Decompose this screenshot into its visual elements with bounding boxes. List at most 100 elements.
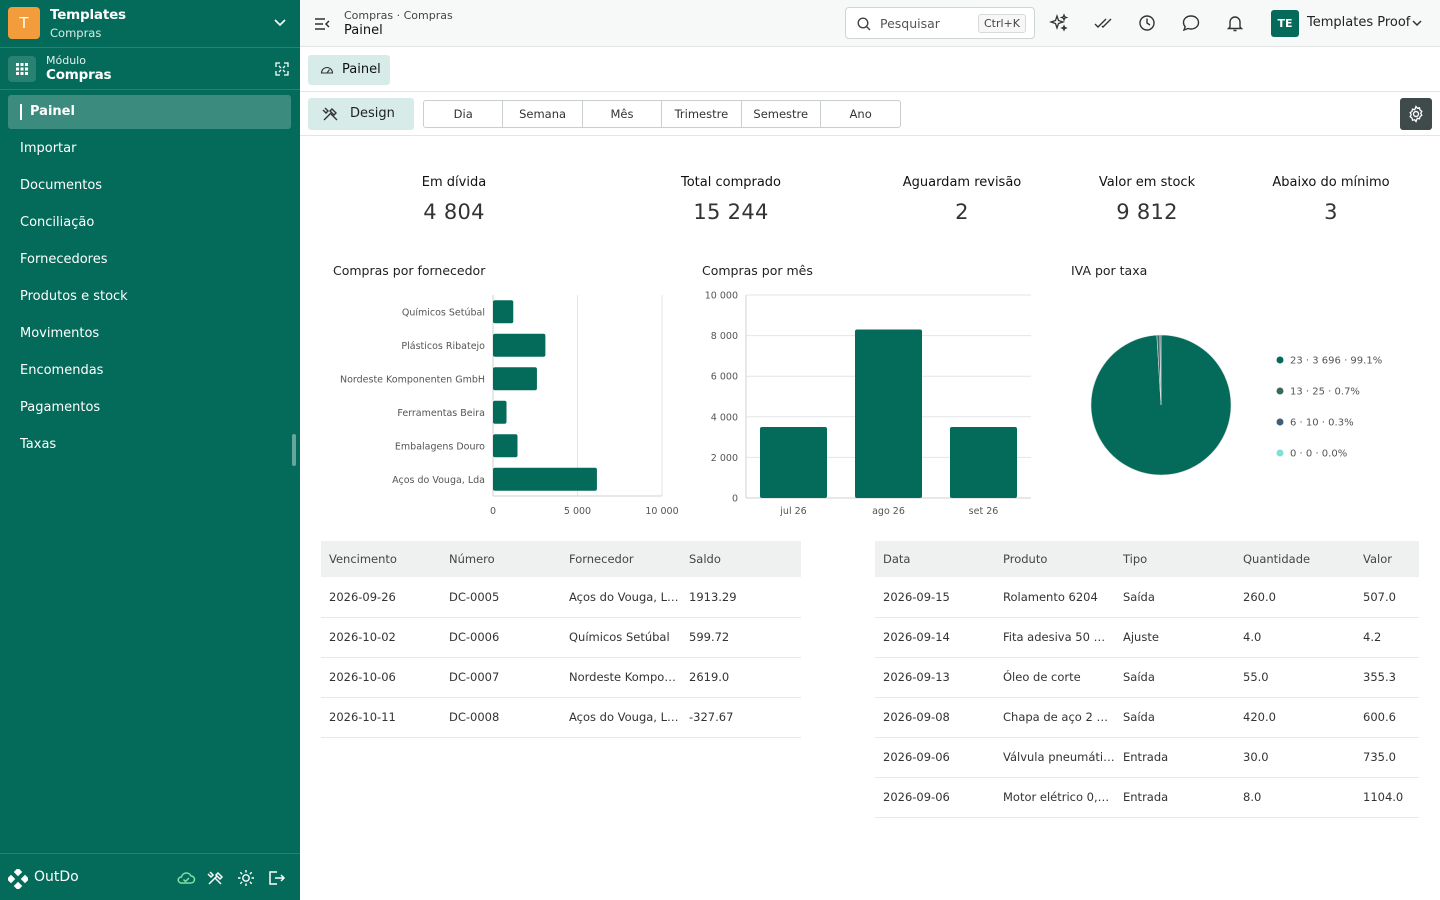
- breadcrumb[interactable]: Compras · Compras: [344, 9, 453, 22]
- nav-item-fornecedores[interactable]: Fornecedores: [20, 252, 108, 267]
- search-input[interactable]: [880, 13, 970, 33]
- user-avatar[interactable]: TE: [1271, 10, 1299, 37]
- table-cell: Fita adesiva 50 mm: [995, 617, 1115, 658]
- table-row[interactable]: 2026-09-14 Fita adesiva 50 mm Ajuste 4.0 4.2: [875, 617, 1419, 658]
- period-selector: Dia Semana Mês Trimestre Semestre Ano: [423, 100, 902, 128]
- menu-collapse-icon[interactable]: [313, 15, 331, 33]
- column-header[interactable]: Número: [441, 541, 561, 577]
- table-cell: Ajuste: [1115, 617, 1235, 658]
- nav-item-conciliacao[interactable]: Conciliação: [20, 215, 95, 230]
- dashboard-settings-button[interactable]: [1400, 98, 1432, 130]
- table-cell: 2026-09-15: [875, 577, 995, 618]
- table-row[interactable]: 2026-10-11 DC-0008 Aços do Vouga, Lda -327.…: [321, 697, 801, 738]
- period-dia[interactable]: Dia: [424, 101, 504, 127]
- legend-label: 13 · 25 · 0.7%: [1290, 387, 1360, 398]
- nav-item-documentos[interactable]: Documentos: [20, 178, 103, 193]
- nav-item-pagamentos[interactable]: Pagamentos: [20, 400, 101, 415]
- module-name: Compras: [46, 67, 112, 83]
- sparkles-icon[interactable]: [1049, 13, 1069, 33]
- column-header[interactable]: Saldo: [681, 541, 801, 577]
- nav-item-produtos-stock[interactable]: Produtos e stock: [20, 289, 128, 304]
- table-cell: -327.67: [681, 697, 801, 738]
- period-ano[interactable]: Ano: [849, 107, 872, 121]
- double-check-icon[interactable]: [1093, 13, 1113, 33]
- table-header-row: Data Produto Tipo Quantidade Valor: [875, 541, 1419, 577]
- tick-label: 6 000: [711, 372, 738, 383]
- design-label: Design: [350, 106, 395, 121]
- table-row[interactable]: 2026-09-15 Rolamento 6204 Saída 260.0 507.0: [875, 577, 1419, 618]
- legend-marker: [1276, 387, 1284, 395]
- search-box[interactable]: Ctrl+K: [845, 7, 1035, 39]
- nav-item-taxas[interactable]: Taxas: [20, 437, 57, 452]
- column-header[interactable]: Data: [875, 541, 995, 577]
- page-title: Painel: [344, 23, 383, 38]
- table-row[interactable]: 2026-10-02 DC-0006 Químicos Setúbal 599.72: [321, 617, 801, 658]
- table-cell: 1913.29: [681, 577, 801, 618]
- table-cell: Aços do Vouga, Lda: [561, 697, 681, 738]
- table-cell: 260.0: [1235, 577, 1355, 618]
- period-semestre[interactable]: Semestre: [742, 101, 821, 127]
- column-header[interactable]: Vencimento: [321, 541, 441, 577]
- topbar: Compras · Compras Painel Ctrl+K TE Templ…: [300, 0, 1440, 47]
- table-row[interactable]: 2026-09-26 DC-0005 Aços do Vouga, Lda 1913.…: [321, 577, 801, 618]
- sidebar-scrollbar[interactable]: [292, 434, 296, 466]
- column-header[interactable]: Valor: [1355, 541, 1419, 577]
- table-cell: 2026-09-13: [875, 657, 995, 698]
- module-label: Módulo: [46, 54, 86, 67]
- cloud-sync-icon[interactable]: [176, 869, 196, 887]
- tick-label: 8 000: [711, 331, 738, 342]
- table-cell: 2026-09-14: [875, 617, 995, 658]
- app-name: OutDo: [34, 869, 79, 885]
- table-cell: Químicos Setúbal: [561, 617, 681, 658]
- logout-icon[interactable]: [266, 869, 286, 887]
- nav-item-encomendas[interactable]: Encomendas: [20, 363, 104, 378]
- chart-compras-por-mes: 0 2 000 4 000 6 000 8 000 10 000 jul 26 ago 26 s…: [705, 291, 1031, 517]
- tab-painel[interactable]: Painel: [308, 55, 390, 85]
- column-header[interactable]: Fornecedor: [561, 541, 681, 577]
- nav-item-movimentos[interactable]: Movimentos: [20, 326, 100, 341]
- chat-icon[interactable]: [1181, 13, 1201, 33]
- table-row[interactable]: 2026-09-06 Válvula pneumática Entrada 30.0 7…: [875, 737, 1419, 778]
- table-cell: 355.3: [1355, 657, 1419, 698]
- period-trimestre[interactable]: Trimestre: [662, 101, 742, 127]
- chevron-down-icon[interactable]: [1410, 16, 1424, 30]
- module-selector[interactable]: Módulo Compras: [0, 48, 300, 90]
- chevron-down-icon[interactable]: [272, 14, 288, 30]
- category-label: jul 26: [779, 506, 806, 517]
- sun-icon[interactable]: [236, 869, 256, 887]
- legend-marker: [1276, 418, 1284, 426]
- history-icon[interactable]: [1137, 13, 1157, 33]
- period-semana[interactable]: Semana: [503, 101, 583, 127]
- table-cell: DC-0006: [441, 617, 561, 658]
- expand-icon[interactable]: [274, 61, 290, 77]
- category-label: Aços do Vouga, Lda: [392, 475, 485, 486]
- table-cell: 420.0: [1235, 697, 1355, 738]
- table-row[interactable]: 2026-09-13 Óleo de corte Saída 55.0 355.3: [875, 657, 1419, 698]
- tick-label: 0: [732, 494, 738, 505]
- workspace-switcher[interactable]: T Templates Compras: [0, 0, 300, 48]
- kpi-value: 3: [1324, 200, 1338, 224]
- table-cell: Aços do Vouga, Lda: [561, 577, 681, 618]
- dashboard-icon: [320, 67, 334, 74]
- table-cell: 4.0: [1235, 617, 1355, 658]
- period-mes[interactable]: Mês: [583, 101, 663, 127]
- bell-icon[interactable]: [1225, 13, 1245, 33]
- chart-compras-por-fornecedor: 0 5 000 10 000 Químicos Setúbal Plásticos Ri…: [340, 295, 679, 517]
- column-header[interactable]: Tipo: [1115, 541, 1235, 577]
- nav-item-importar[interactable]: Importar: [20, 141, 77, 156]
- table-cell: Óleo de corte: [995, 657, 1115, 698]
- tools-icon[interactable]: [206, 869, 226, 887]
- bar: [493, 400, 507, 424]
- tick-label: 0: [490, 506, 496, 517]
- nav-item-painel[interactable]: Painel: [8, 95, 291, 129]
- user-name[interactable]: Templates Proof: [1307, 15, 1411, 30]
- bar: [493, 367, 537, 391]
- design-button[interactable]: Design: [308, 98, 414, 130]
- category-label: Nordeste Komponenten GmbH: [340, 374, 485, 385]
- column-header[interactable]: Produto: [995, 541, 1115, 577]
- column-header[interactable]: Quantidade: [1235, 541, 1355, 577]
- table-cell: DC-0005: [441, 577, 561, 618]
- table-row[interactable]: 2026-09-08 Chapa de aço 2 mm Saída 420.0 600…: [875, 697, 1419, 738]
